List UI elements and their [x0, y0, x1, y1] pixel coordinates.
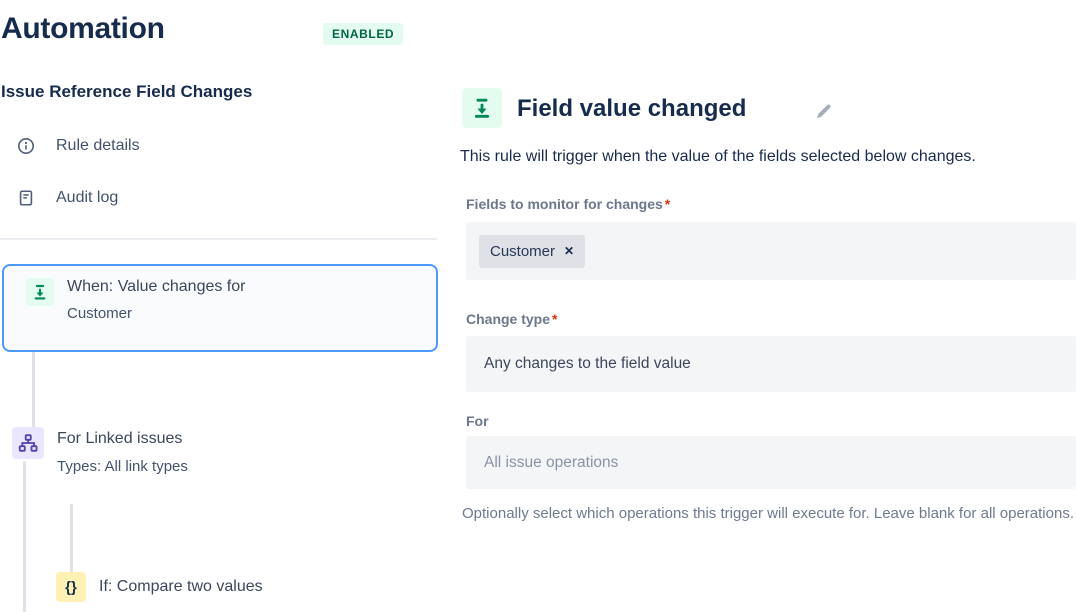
step-branch-linked-issues[interactable]: For Linked issues Types: All link types [12, 427, 188, 475]
step-condition-compare[interactable]: {} If: Compare two values [56, 572, 263, 602]
edit-pencil-icon[interactable] [814, 101, 834, 121]
rule-name: Issue Reference Field Changes [1, 82, 253, 101]
operations-select[interactable]: All issue operations [466, 436, 1076, 489]
info-icon [17, 137, 35, 155]
step-connector-line [32, 351, 35, 428]
branch-connector-line [70, 504, 73, 573]
status-badge: ENABLED [323, 23, 404, 45]
linked-issues-icon [12, 427, 44, 459]
step-title: For Linked issues [57, 430, 183, 447]
page-title: Automation [1, 12, 165, 45]
required-asterisk: * [552, 311, 558, 327]
field-value-changed-icon [26, 278, 54, 306]
trigger-description: This rule will trigger when the value of… [460, 148, 976, 165]
operations-helper-text: Optionally select which operations this … [462, 505, 1074, 522]
step-subtitle: Types: All link types [57, 458, 188, 475]
change-type-value: Any changes to the field value [484, 355, 691, 372]
field-label: Change type * [466, 311, 558, 327]
braces-icon: {} [56, 572, 86, 602]
operations-placeholder: All issue operations [484, 453, 619, 471]
change-type-select[interactable]: Any changes to the field value [466, 336, 1076, 392]
sidebar-item-label: Rule details [56, 137, 140, 154]
step-title: If: Compare two values [99, 578, 263, 595]
field-value-changed-icon [462, 88, 502, 128]
step-subtitle: Customer [67, 305, 133, 322]
step-trigger-value-changes[interactable]: When: Value changes for Customer [2, 264, 438, 352]
sidebar-divider [0, 238, 437, 240]
sidebar-item-label: Audit log [56, 189, 119, 206]
required-asterisk: * [664, 196, 671, 212]
trigger-heading: Field value changed [517, 95, 747, 122]
selected-field-chip[interactable]: Customer ✕ [479, 234, 586, 268]
sidebar-item-rule-details[interactable]: Rule details [0, 130, 437, 162]
step-title: When: Value changes for [67, 278, 246, 295]
step-connector-line [23, 461, 26, 612]
sidebar-item-audit-log[interactable]: Audit log [0, 182, 437, 214]
field-label: Fields to monitor for changes * [466, 196, 671, 212]
audit-log-icon [17, 189, 35, 207]
remove-icon[interactable]: ✕ [564, 244, 575, 258]
field-label: For [466, 413, 489, 429]
chip-label: Customer [490, 242, 556, 260]
fields-to-monitor-select[interactable]: Customer ✕ [466, 222, 1076, 280]
